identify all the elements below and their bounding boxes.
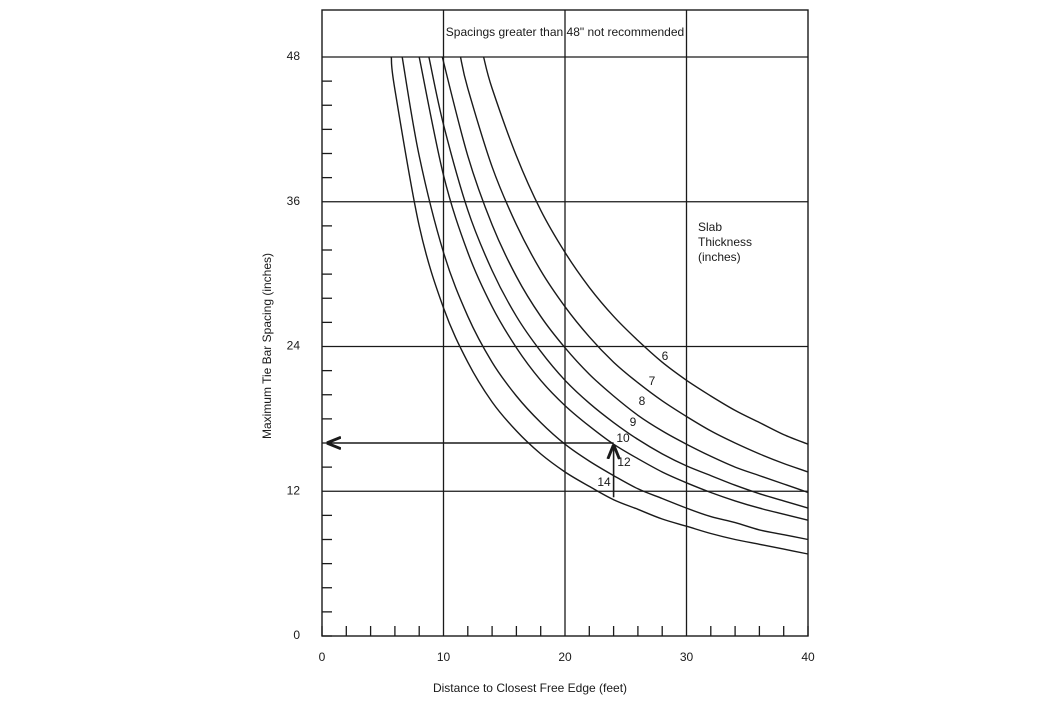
y-tick-label: 24 bbox=[287, 339, 301, 353]
x-tick-label: 40 bbox=[801, 650, 815, 664]
chart: Spacings greater than 48" not recommende… bbox=[0, 0, 1061, 697]
series-line bbox=[402, 57, 808, 540]
y-axis-label: Maximum Tie Bar Spacing (inches) bbox=[260, 253, 274, 439]
x-tick-label: 0 bbox=[319, 650, 326, 664]
series-line bbox=[484, 57, 808, 444]
y-tick-label: 0 bbox=[293, 628, 300, 642]
series-label: 9 bbox=[630, 415, 637, 429]
y-tick-label: 36 bbox=[287, 194, 301, 208]
legend-title: Slab bbox=[698, 220, 722, 234]
series-label: 7 bbox=[649, 374, 656, 388]
x-axis-label: Distance to Closest Free Edge (feet) bbox=[433, 681, 627, 695]
series-label: 14 bbox=[597, 475, 611, 489]
series-line bbox=[442, 57, 808, 493]
series-line bbox=[461, 57, 809, 472]
x-tick-label: 20 bbox=[558, 650, 572, 664]
legend-title: (inches) bbox=[698, 250, 741, 264]
series-label: 6 bbox=[662, 349, 669, 363]
legend-title: Thickness bbox=[698, 235, 752, 249]
series-label: 10 bbox=[616, 431, 630, 445]
y-tick-label: 12 bbox=[287, 483, 301, 497]
x-tick-label: 10 bbox=[437, 650, 451, 664]
x-tick-label: 30 bbox=[680, 650, 694, 664]
series-label: 8 bbox=[639, 394, 646, 408]
y-tick-label: 48 bbox=[287, 49, 301, 63]
series-label: 12 bbox=[617, 455, 631, 469]
